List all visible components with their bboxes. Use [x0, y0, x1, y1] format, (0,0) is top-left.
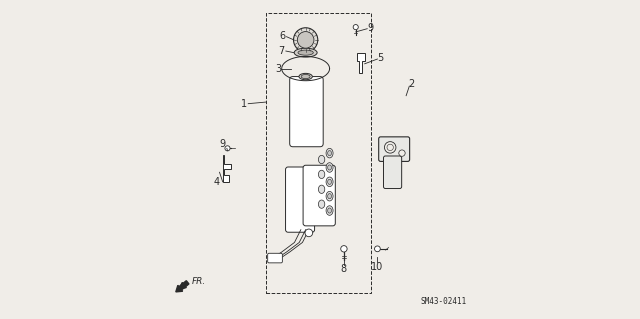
Circle shape	[387, 144, 394, 151]
Circle shape	[305, 229, 313, 237]
Text: SM43-02411: SM43-02411	[420, 297, 467, 306]
Circle shape	[353, 25, 358, 30]
Circle shape	[298, 32, 314, 48]
Circle shape	[399, 150, 405, 156]
Ellipse shape	[328, 151, 332, 156]
Polygon shape	[293, 80, 320, 144]
Bar	[266, 13, 371, 293]
Ellipse shape	[328, 179, 332, 184]
Ellipse shape	[326, 177, 333, 187]
Text: 2: 2	[408, 78, 414, 89]
Text: 1: 1	[241, 99, 247, 109]
Ellipse shape	[326, 163, 333, 172]
Ellipse shape	[301, 74, 310, 79]
FancyBboxPatch shape	[290, 77, 323, 147]
Text: 9: 9	[367, 23, 374, 33]
Ellipse shape	[299, 73, 312, 80]
Text: 7: 7	[278, 46, 285, 56]
Ellipse shape	[319, 155, 324, 164]
Text: 4: 4	[213, 177, 220, 188]
Ellipse shape	[328, 208, 332, 213]
Ellipse shape	[319, 185, 324, 193]
Ellipse shape	[328, 194, 332, 199]
Ellipse shape	[319, 170, 324, 179]
FancyBboxPatch shape	[379, 137, 410, 161]
Text: 6: 6	[280, 31, 285, 41]
Ellipse shape	[326, 148, 333, 158]
Circle shape	[294, 28, 318, 52]
Ellipse shape	[298, 50, 314, 55]
Ellipse shape	[326, 206, 333, 215]
Ellipse shape	[326, 191, 333, 201]
Text: 9: 9	[219, 138, 225, 149]
Ellipse shape	[328, 165, 332, 170]
FancyBboxPatch shape	[303, 165, 335, 226]
Circle shape	[225, 146, 230, 151]
FancyBboxPatch shape	[383, 156, 402, 189]
Ellipse shape	[294, 48, 317, 57]
FancyBboxPatch shape	[285, 167, 315, 232]
Text: FR.: FR.	[192, 277, 206, 286]
Circle shape	[374, 246, 380, 252]
Circle shape	[385, 142, 396, 153]
Text: 8: 8	[341, 264, 347, 274]
FancyArrow shape	[176, 281, 189, 292]
Text: 5: 5	[378, 53, 384, 63]
Polygon shape	[356, 53, 365, 73]
Polygon shape	[223, 155, 230, 182]
Text: 10: 10	[371, 262, 383, 272]
Ellipse shape	[319, 200, 324, 208]
Text: 3: 3	[275, 63, 281, 74]
FancyBboxPatch shape	[268, 253, 282, 263]
Circle shape	[340, 246, 347, 252]
